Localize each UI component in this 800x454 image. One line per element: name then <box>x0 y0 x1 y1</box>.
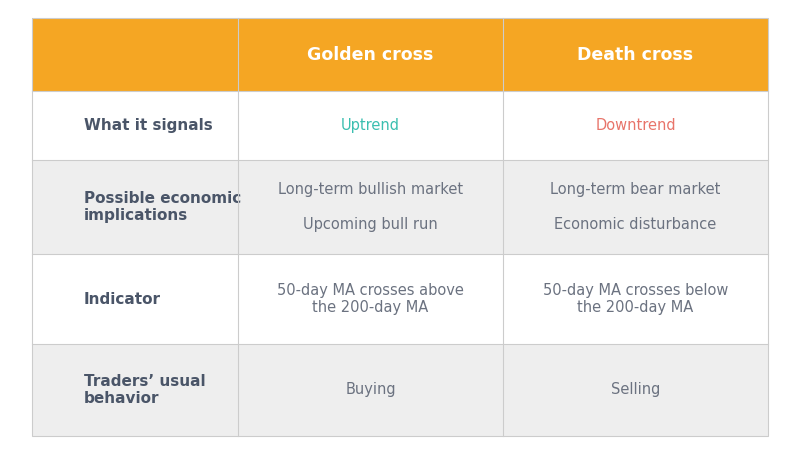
FancyBboxPatch shape <box>238 344 503 436</box>
FancyBboxPatch shape <box>238 91 503 160</box>
FancyBboxPatch shape <box>32 254 238 344</box>
Text: Possible economic
implications: Possible economic implications <box>83 191 241 223</box>
FancyBboxPatch shape <box>238 18 503 91</box>
FancyBboxPatch shape <box>503 18 768 91</box>
FancyBboxPatch shape <box>503 91 768 160</box>
Text: Uptrend: Uptrend <box>341 118 400 133</box>
FancyBboxPatch shape <box>238 254 503 344</box>
FancyBboxPatch shape <box>503 344 768 436</box>
FancyBboxPatch shape <box>503 160 768 254</box>
Text: Long-term bear market

Economic disturbance: Long-term bear market Economic disturban… <box>550 182 721 232</box>
Text: Death cross: Death cross <box>578 46 694 64</box>
FancyBboxPatch shape <box>503 254 768 344</box>
Text: Golden cross: Golden cross <box>307 46 434 64</box>
Text: Buying: Buying <box>346 382 396 397</box>
FancyBboxPatch shape <box>32 344 238 436</box>
FancyBboxPatch shape <box>32 91 238 160</box>
FancyBboxPatch shape <box>32 160 238 254</box>
FancyBboxPatch shape <box>32 18 238 91</box>
Text: 50-day MA crosses above
the 200-day MA: 50-day MA crosses above the 200-day MA <box>277 283 464 315</box>
Text: Downtrend: Downtrend <box>595 118 676 133</box>
Text: Traders’ usual
behavior: Traders’ usual behavior <box>83 374 205 406</box>
FancyBboxPatch shape <box>238 160 503 254</box>
Text: What it signals: What it signals <box>83 118 212 133</box>
Text: Long-term bullish market

Upcoming bull run: Long-term bullish market Upcoming bull r… <box>278 182 463 232</box>
Text: 50-day MA crosses below
the 200-day MA: 50-day MA crosses below the 200-day MA <box>543 283 728 315</box>
Text: Indicator: Indicator <box>83 291 161 306</box>
Text: Selling: Selling <box>611 382 660 397</box>
